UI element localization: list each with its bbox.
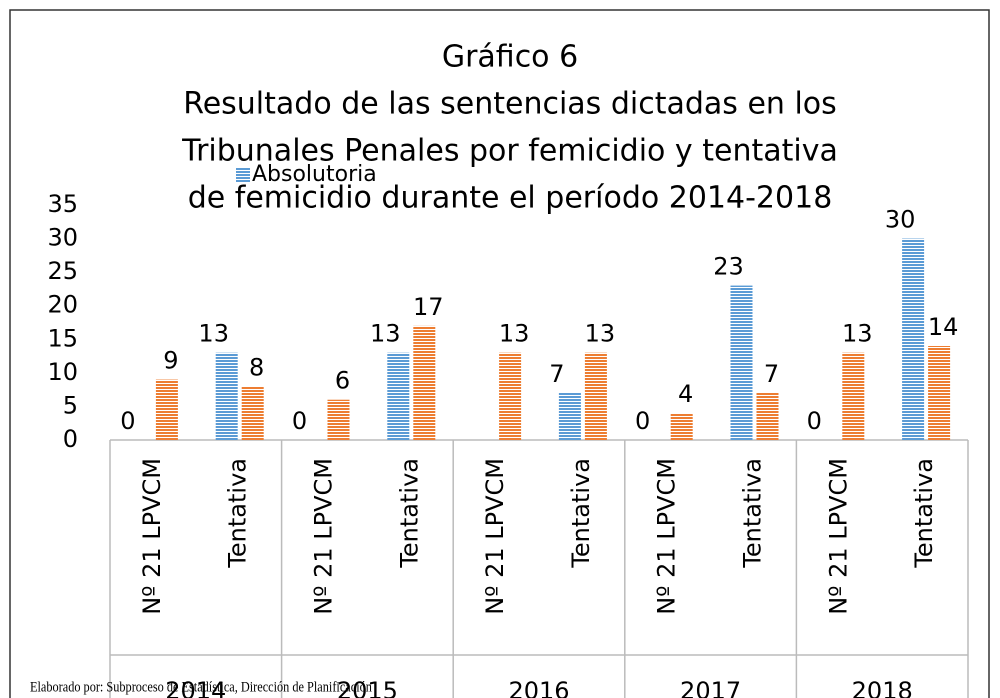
x-tick-label: Tentativa: [395, 458, 423, 569]
y-tick-label: 5: [63, 391, 78, 419]
x-tick-label: Nº 21 LPVCM: [824, 458, 852, 615]
value-label: 13: [499, 320, 530, 348]
x-tick-label: Tentativa: [567, 458, 595, 569]
value-label: 9: [163, 347, 178, 375]
y-tick-label: 15: [47, 324, 78, 352]
x-tick-label: Nº 21 LPVCM: [310, 458, 338, 615]
legend-label: Absolutoria: [252, 162, 377, 187]
bar: [902, 238, 925, 440]
y-tick-label: 20: [47, 291, 78, 319]
legend-swatch: [236, 168, 250, 182]
bar: [730, 285, 753, 440]
value-label: 13: [842, 320, 873, 348]
bar: [155, 379, 178, 440]
chart-title: Resultado de las sentencias dictadas en …: [183, 87, 837, 122]
group-label: 2017: [680, 677, 741, 698]
group-label: 2018: [852, 677, 913, 698]
bar: [558, 393, 581, 440]
value-label: 7: [549, 360, 564, 388]
bar: [499, 352, 522, 440]
value-label: 17: [413, 293, 444, 321]
y-tick-label: 30: [47, 224, 78, 252]
x-tick-label: Nº 21 LPVCM: [481, 458, 509, 615]
value-label: 30: [885, 206, 916, 234]
y-tick-label: 25: [47, 257, 78, 285]
bar: [241, 386, 264, 440]
value-label: 13: [198, 320, 229, 348]
bar: [584, 352, 607, 440]
chart-title: de femicidio durante el período 2014-201…: [188, 181, 833, 216]
chart-title: Tribunales Penales por femicidio y tenta…: [181, 134, 838, 169]
value-label: 6: [335, 367, 350, 395]
chart-title: Gráfico 6: [442, 40, 578, 75]
value-label: 0: [807, 407, 822, 435]
x-tick-label: Tentativa: [910, 458, 938, 569]
group-label: 2015: [337, 677, 398, 698]
value-label: 0: [120, 407, 135, 435]
bar: [842, 352, 865, 440]
x-tick-label: Tentativa: [224, 458, 252, 569]
value-label: 13: [585, 320, 616, 348]
value-label: 4: [678, 380, 693, 408]
bar: [413, 325, 436, 440]
value-label: 7: [764, 360, 779, 388]
group-label: 2016: [508, 677, 569, 698]
value-label: 14: [928, 313, 959, 341]
bar: [756, 393, 779, 440]
x-tick-label: Nº 21 LPVCM: [138, 458, 166, 615]
x-tick-label: Tentativa: [739, 458, 767, 569]
bar: [670, 413, 693, 440]
bar: [387, 352, 410, 440]
value-label: 0: [635, 407, 650, 435]
y-tick-label: 0: [63, 425, 78, 453]
bar: [928, 346, 951, 440]
y-tick-label: 10: [47, 358, 78, 386]
bar: [327, 399, 350, 440]
value-label: 0: [292, 407, 307, 435]
group-label: 2014: [165, 677, 226, 698]
bar: [215, 352, 238, 440]
value-label: 13: [370, 320, 401, 348]
x-tick-label: Nº 21 LPVCM: [653, 458, 681, 615]
value-label: 8: [249, 353, 264, 381]
footnote: Elaborado por: Subproceso de Estadística…: [30, 678, 372, 694]
y-tick-label: 35: [47, 190, 78, 218]
value-label: 23: [713, 253, 744, 281]
